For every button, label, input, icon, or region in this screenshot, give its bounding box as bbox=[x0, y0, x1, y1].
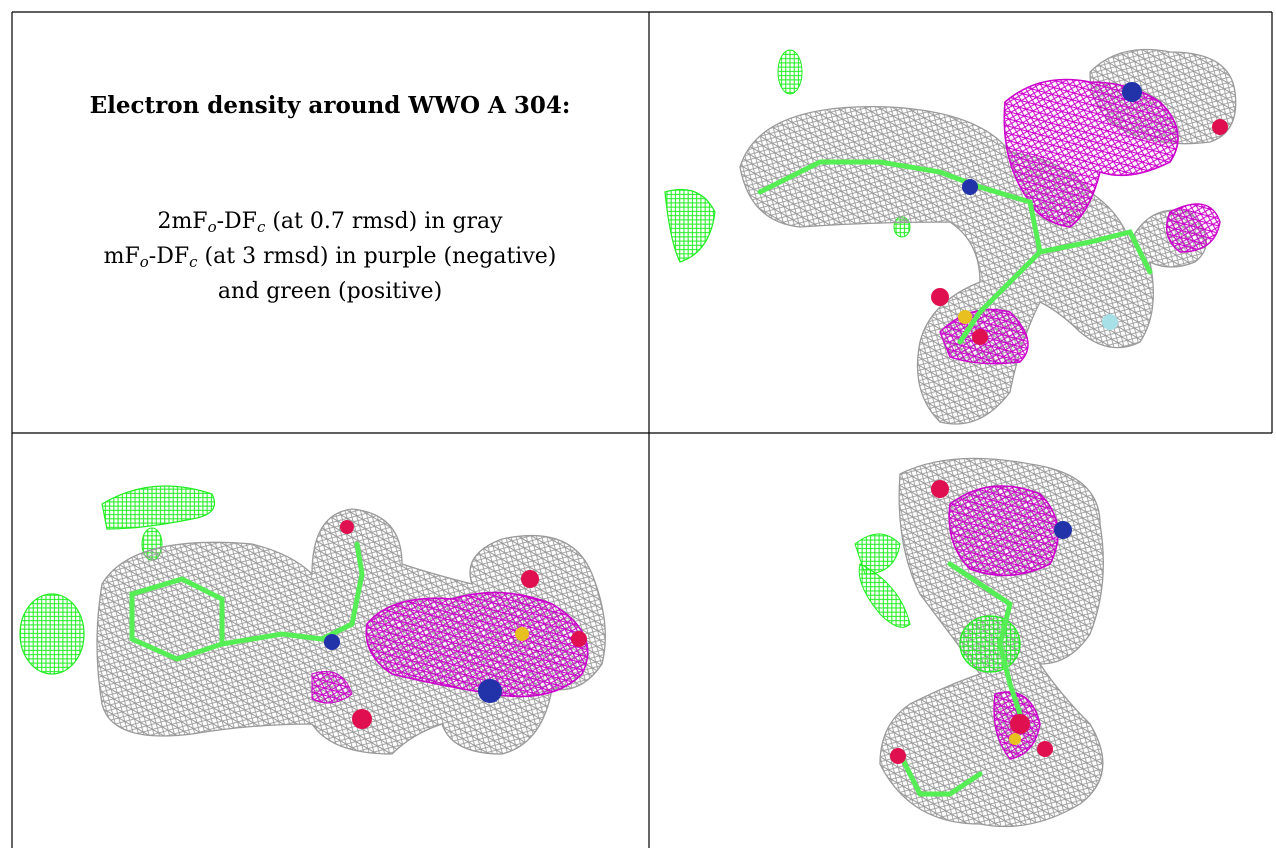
ligand-bonds bbox=[897, 751, 983, 797]
oxygen-atom bbox=[352, 709, 372, 729]
legend-line-positive: and green (positive) bbox=[217, 279, 443, 304]
oxygen-atom bbox=[571, 631, 587, 647]
oxygen-atom bbox=[972, 329, 988, 345]
legend-description: 2mFo-DFc (at 0.7 rmsd) in gray mFo-DFc (… bbox=[12, 207, 648, 307]
negative-density-mesh bbox=[948, 485, 1059, 577]
sulfur-atom bbox=[958, 310, 972, 324]
density-view-2 bbox=[12, 434, 648, 848]
oxygen-atom bbox=[931, 480, 949, 498]
positive-density-blob bbox=[19, 593, 85, 675]
density-view-1 bbox=[650, 12, 1272, 432]
ligand-bonds bbox=[947, 561, 1023, 717]
oxygen-atom bbox=[340, 520, 354, 534]
positive-density-blob bbox=[101, 485, 216, 530]
oxygen-atom bbox=[890, 748, 906, 764]
oxygen-atom bbox=[1037, 741, 1053, 757]
oxygen-atom bbox=[1212, 119, 1228, 135]
sulfur-atom bbox=[1009, 733, 1021, 745]
ligand-bonds bbox=[219, 541, 365, 647]
density-view-3 bbox=[650, 434, 1272, 848]
positive-density-blob bbox=[959, 615, 1021, 673]
nitrogen-atom bbox=[478, 679, 502, 703]
oxygen-atom bbox=[1010, 714, 1030, 734]
sulfur-atom bbox=[515, 627, 529, 641]
ligand-bonds bbox=[757, 159, 1043, 345]
negative-density-mesh bbox=[365, 591, 589, 698]
nitrogen-atom bbox=[1122, 82, 1142, 102]
panel-title: Electron density around WWO A 304: bbox=[89, 92, 571, 119]
negative-density-mesh bbox=[1166, 203, 1221, 253]
oxygen-atom bbox=[931, 288, 949, 306]
nitrogen-atom bbox=[1054, 521, 1072, 539]
positive-density-blob bbox=[858, 563, 911, 628]
legend-line-fofc: mFo-DFc (at 3 rmsd) in purple (negative) bbox=[103, 244, 557, 271]
ligand-bonds bbox=[1037, 229, 1153, 275]
density-render-3 bbox=[854, 457, 1104, 828]
oxygen-atom bbox=[521, 570, 539, 588]
fluorine-atom bbox=[1102, 314, 1118, 330]
nitrogen-atom bbox=[324, 634, 340, 650]
negative-density-mesh bbox=[311, 671, 353, 704]
legend-panel: Electron density around WWO A 304: 2mFo-… bbox=[12, 12, 648, 432]
positive-density-blob bbox=[664, 188, 716, 263]
nitrogen-atom bbox=[962, 179, 978, 195]
density-render-1 bbox=[664, 48, 1237, 425]
density-render-2 bbox=[19, 485, 606, 755]
legend-line-2fofc: 2mFo-DFc (at 0.7 rmsd) in gray bbox=[157, 209, 503, 236]
positive-density-blob bbox=[777, 49, 803, 95]
